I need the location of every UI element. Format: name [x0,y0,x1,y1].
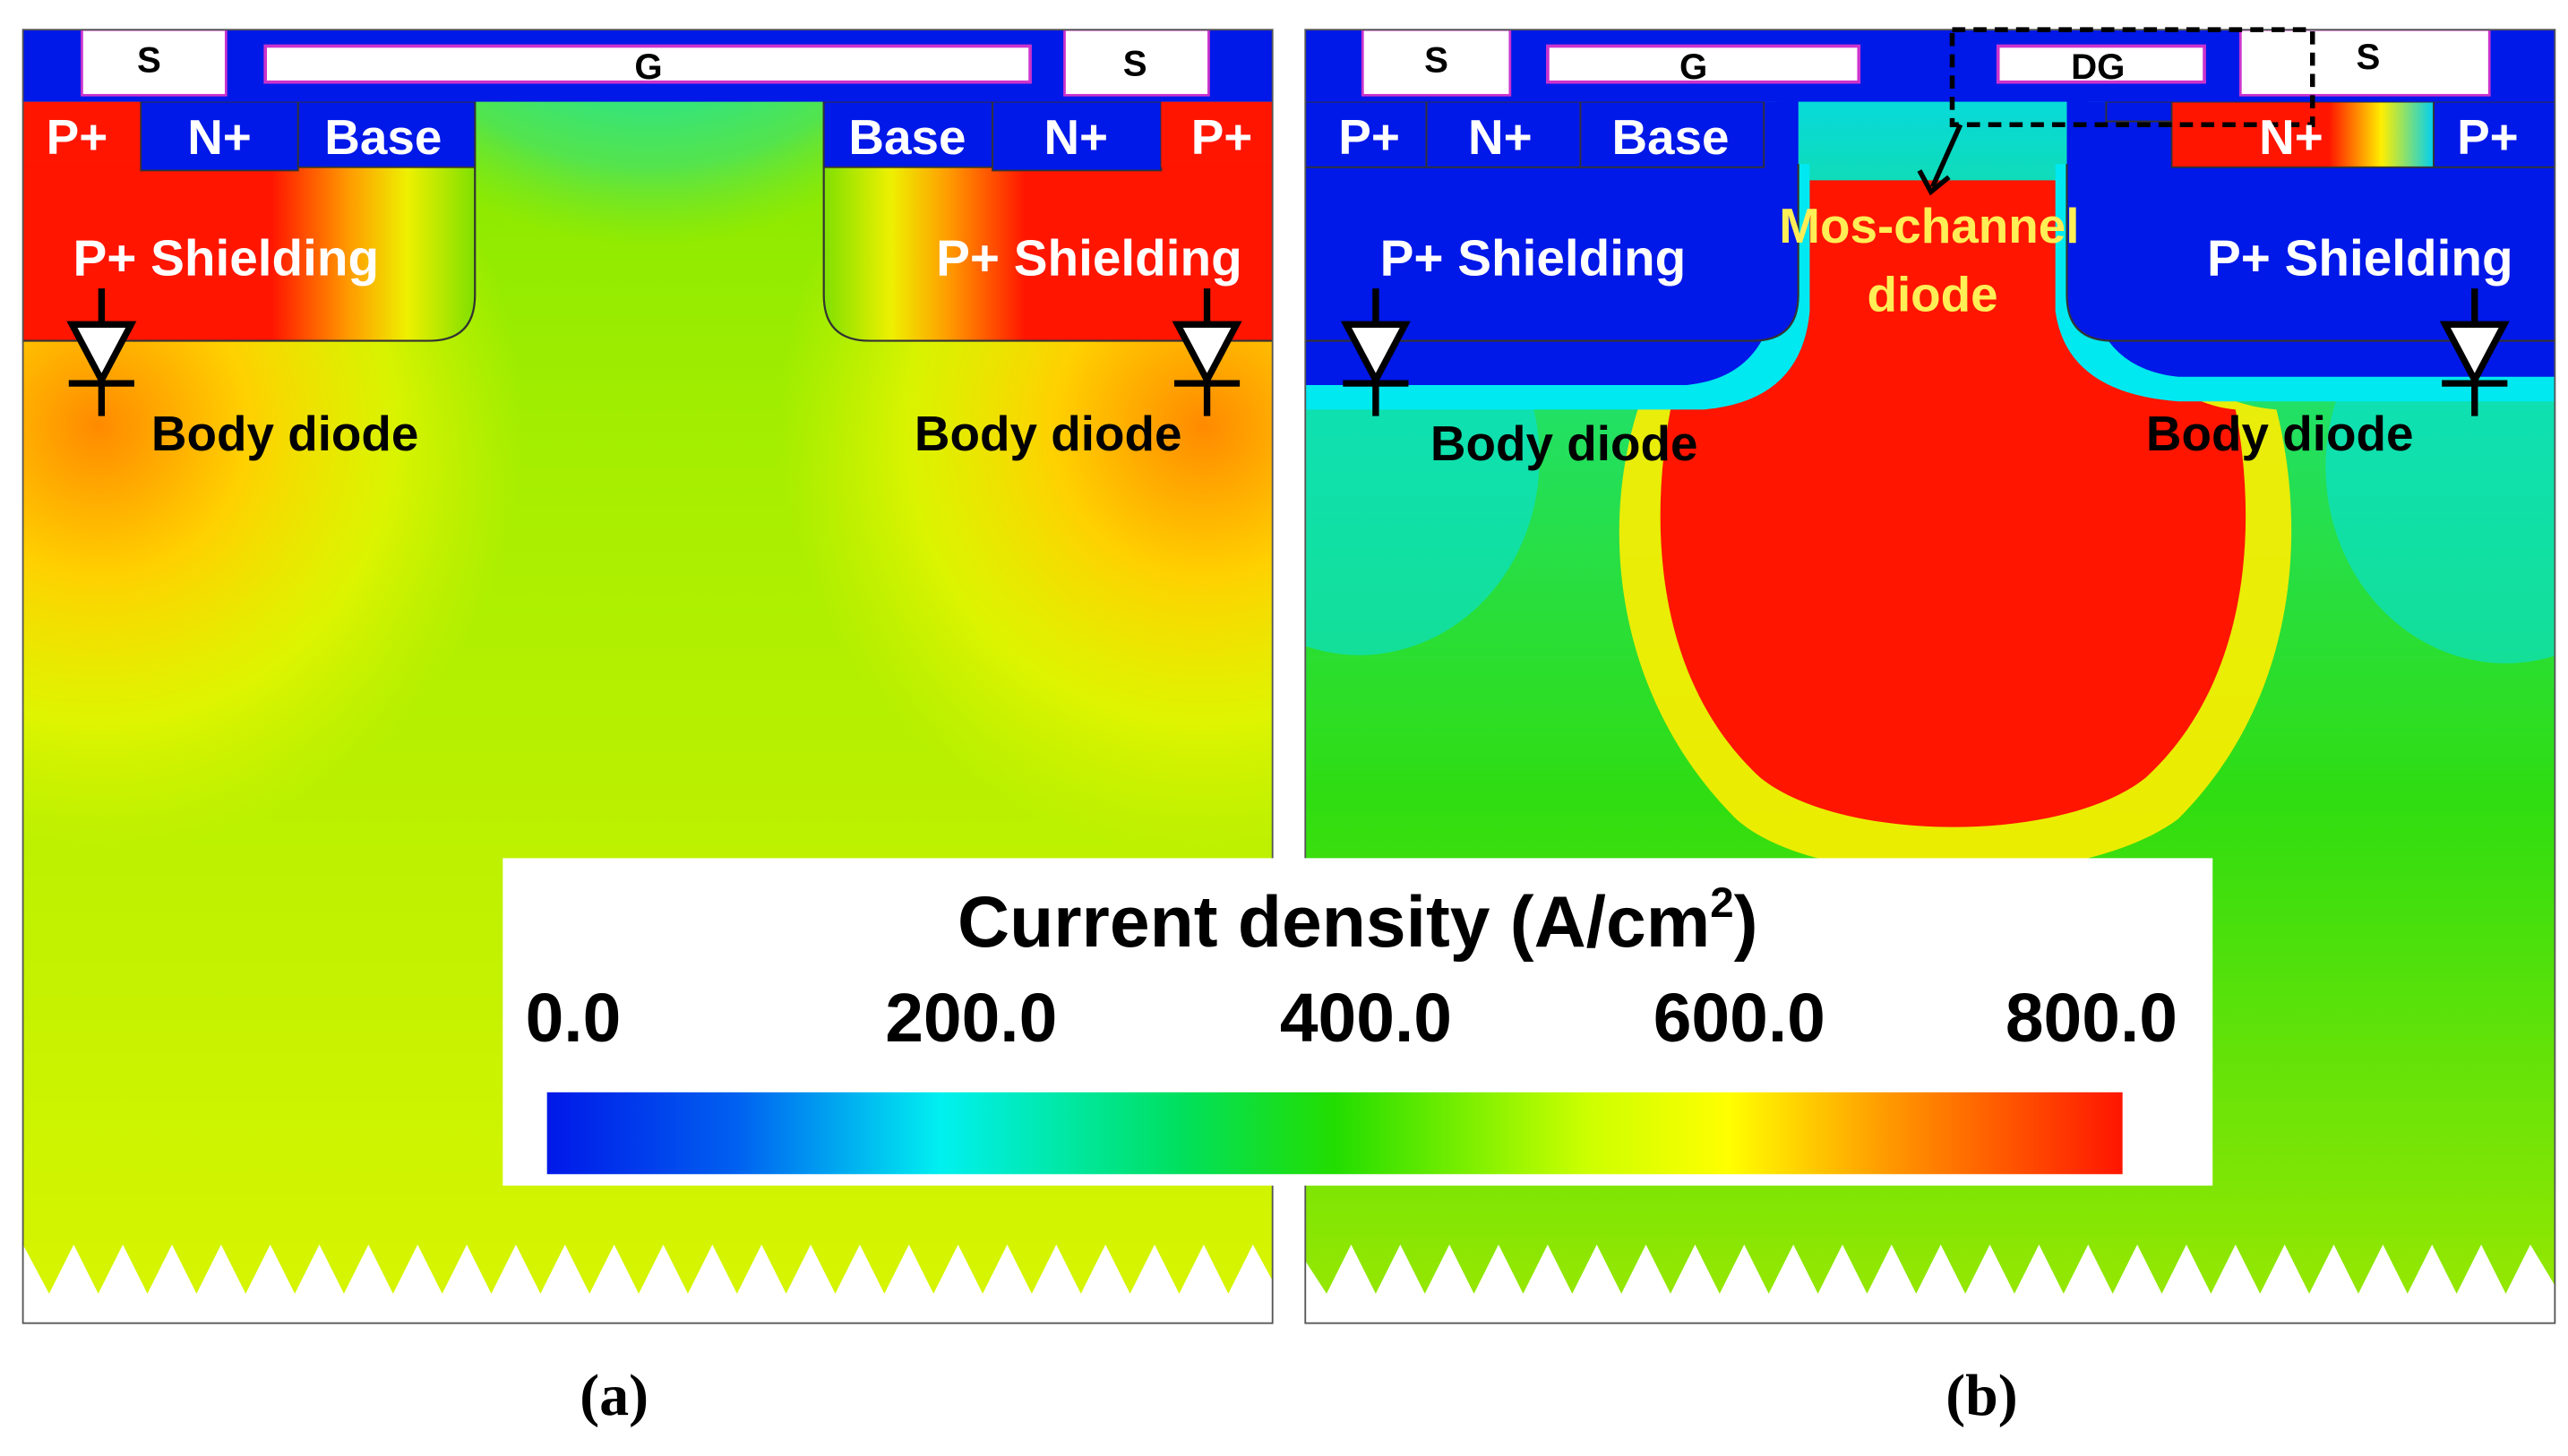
panel-b-shield-right-label: P+ Shielding [2207,230,2513,287]
panel-a-source-right-contact [1063,30,1210,97]
panel-b-shield-outline [1305,164,2555,342]
panel-a-base-right-label: Base [848,109,966,165]
panel-b-highlight-box [1949,27,2315,127]
panel-a-shield-outline [22,98,1273,342]
panel-b-dummy-gate-electrode [1996,44,2206,84]
colorbar-title: Current density (A/cm2) [958,879,1758,963]
panel-b-diode-symbol-left [1340,288,1411,416]
panel-b-diode-symbol-right [2439,288,2510,416]
panel-b-gate-electrode [1546,44,1861,84]
panel-a-diode-symbol-right [1172,288,1242,416]
panel-b-source-right-label: S [2357,37,2381,77]
panel-a-frame [21,29,1274,1324]
panel-a-nplus-right-region [992,100,1163,172]
panel-a-pplus-right-region [1161,101,1273,167]
panel-a [22,30,1273,1323]
panel-b-nplus-left-region [1425,100,1582,168]
panel-b-dummy-gate-underlap [2105,100,2173,123]
panel-a-diode-symbol-left [66,288,137,416]
panel-a-gate-electrode [263,44,1032,84]
colorbar-gradient [546,1092,2123,1175]
panel-b-mos-channel-label-line2: diode [1867,267,1997,322]
panel-a-nplus-left-label: N+ [187,109,252,165]
panel-a-source-left-contact [81,30,228,97]
panel-a-shield-right [823,164,1273,341]
panel-b-body-diode-right-label: Body diode [2146,406,2414,461]
panel-b-frame [1304,29,2556,1324]
panel-b-blue-wrap-right [2066,101,2555,377]
panel-b-pplus-left-label: P+ [1338,109,1400,165]
panel-b-source-left-contact [1361,30,1512,97]
panel-a-caption: (a) [580,1363,648,1428]
panel-b-mos-channel-label-line1: Mos-channel [1779,198,2079,253]
panel-a-body-diode-left-label: Body diode [151,406,419,461]
panel-b-pplus-left-region [1305,100,1428,168]
panel-b-nplus-right-region [2170,100,2435,168]
panel-a-shield-right-label: P+ Shielding [936,230,1242,287]
panel-a-nplus-right-label: N+ [1044,109,1108,165]
colorbar-tick-label: 600.0 [1653,980,1825,1057]
panel-b-body-diode-left-label: Body diode [1430,415,1698,471]
panel-a-source-right-label: S [1123,43,1147,83]
panel-b-source-right-contact [2238,30,2491,97]
colorbar-legend: Current density (A/cm2) 0.0 200.0 400.0 … [502,858,2213,1186]
panel-a-pplus-left-region [22,101,142,167]
panel-a-cyan-jfet [404,30,897,345]
panel-b-blue-wrap-left [1305,101,1799,385]
panel-b [1305,30,2555,1323]
panel-b-base-left-label: Base [1611,109,1729,165]
panel-a-source-left-label: S [137,40,161,81]
panel-b-pointer-arrow [1917,124,1963,196]
panel-a-body-diode-right-label: Body diode [915,406,1182,461]
colorbar-tick-label: 800.0 [2005,980,2177,1057]
panel-a-gate-label: G [634,47,662,87]
panel-a-pplus-right-label: P+ [1191,109,1253,165]
panel-a-shield-left-label: P+ Shielding [73,230,379,287]
panel-b-sawtooth-edge [1305,1244,2555,1323]
panel-b-shield-left-label: P+ Shielding [1380,230,1687,287]
panel-b-nplus-right-label: N+ [2259,109,2323,165]
panel-b-pplus-right-label: P+ [2457,109,2519,165]
panel-a-sawtooth-edge [22,1244,1273,1323]
colorbar-tick-label: 200.0 [885,980,1057,1057]
panel-b-dummy-gate-label: DG [2071,47,2125,87]
colorbar-tick-label: 0.0 [526,980,622,1057]
panel-b-source-left-label: S [1424,40,1448,81]
panel-b-caption: (b) [1945,1363,2017,1428]
panel-a-base-left-label: Base [324,109,442,165]
colorbar-tick-label: 400.0 [1280,980,1452,1057]
panel-b-gate-label: G [1679,47,1707,87]
panel-b-nplus-left-label: N+ [1468,109,1533,165]
panel-b-base-left-region [1579,100,1765,168]
panel-a-pplus-left-label: P+ [47,109,108,165]
panel-a-shield-left [22,164,476,341]
